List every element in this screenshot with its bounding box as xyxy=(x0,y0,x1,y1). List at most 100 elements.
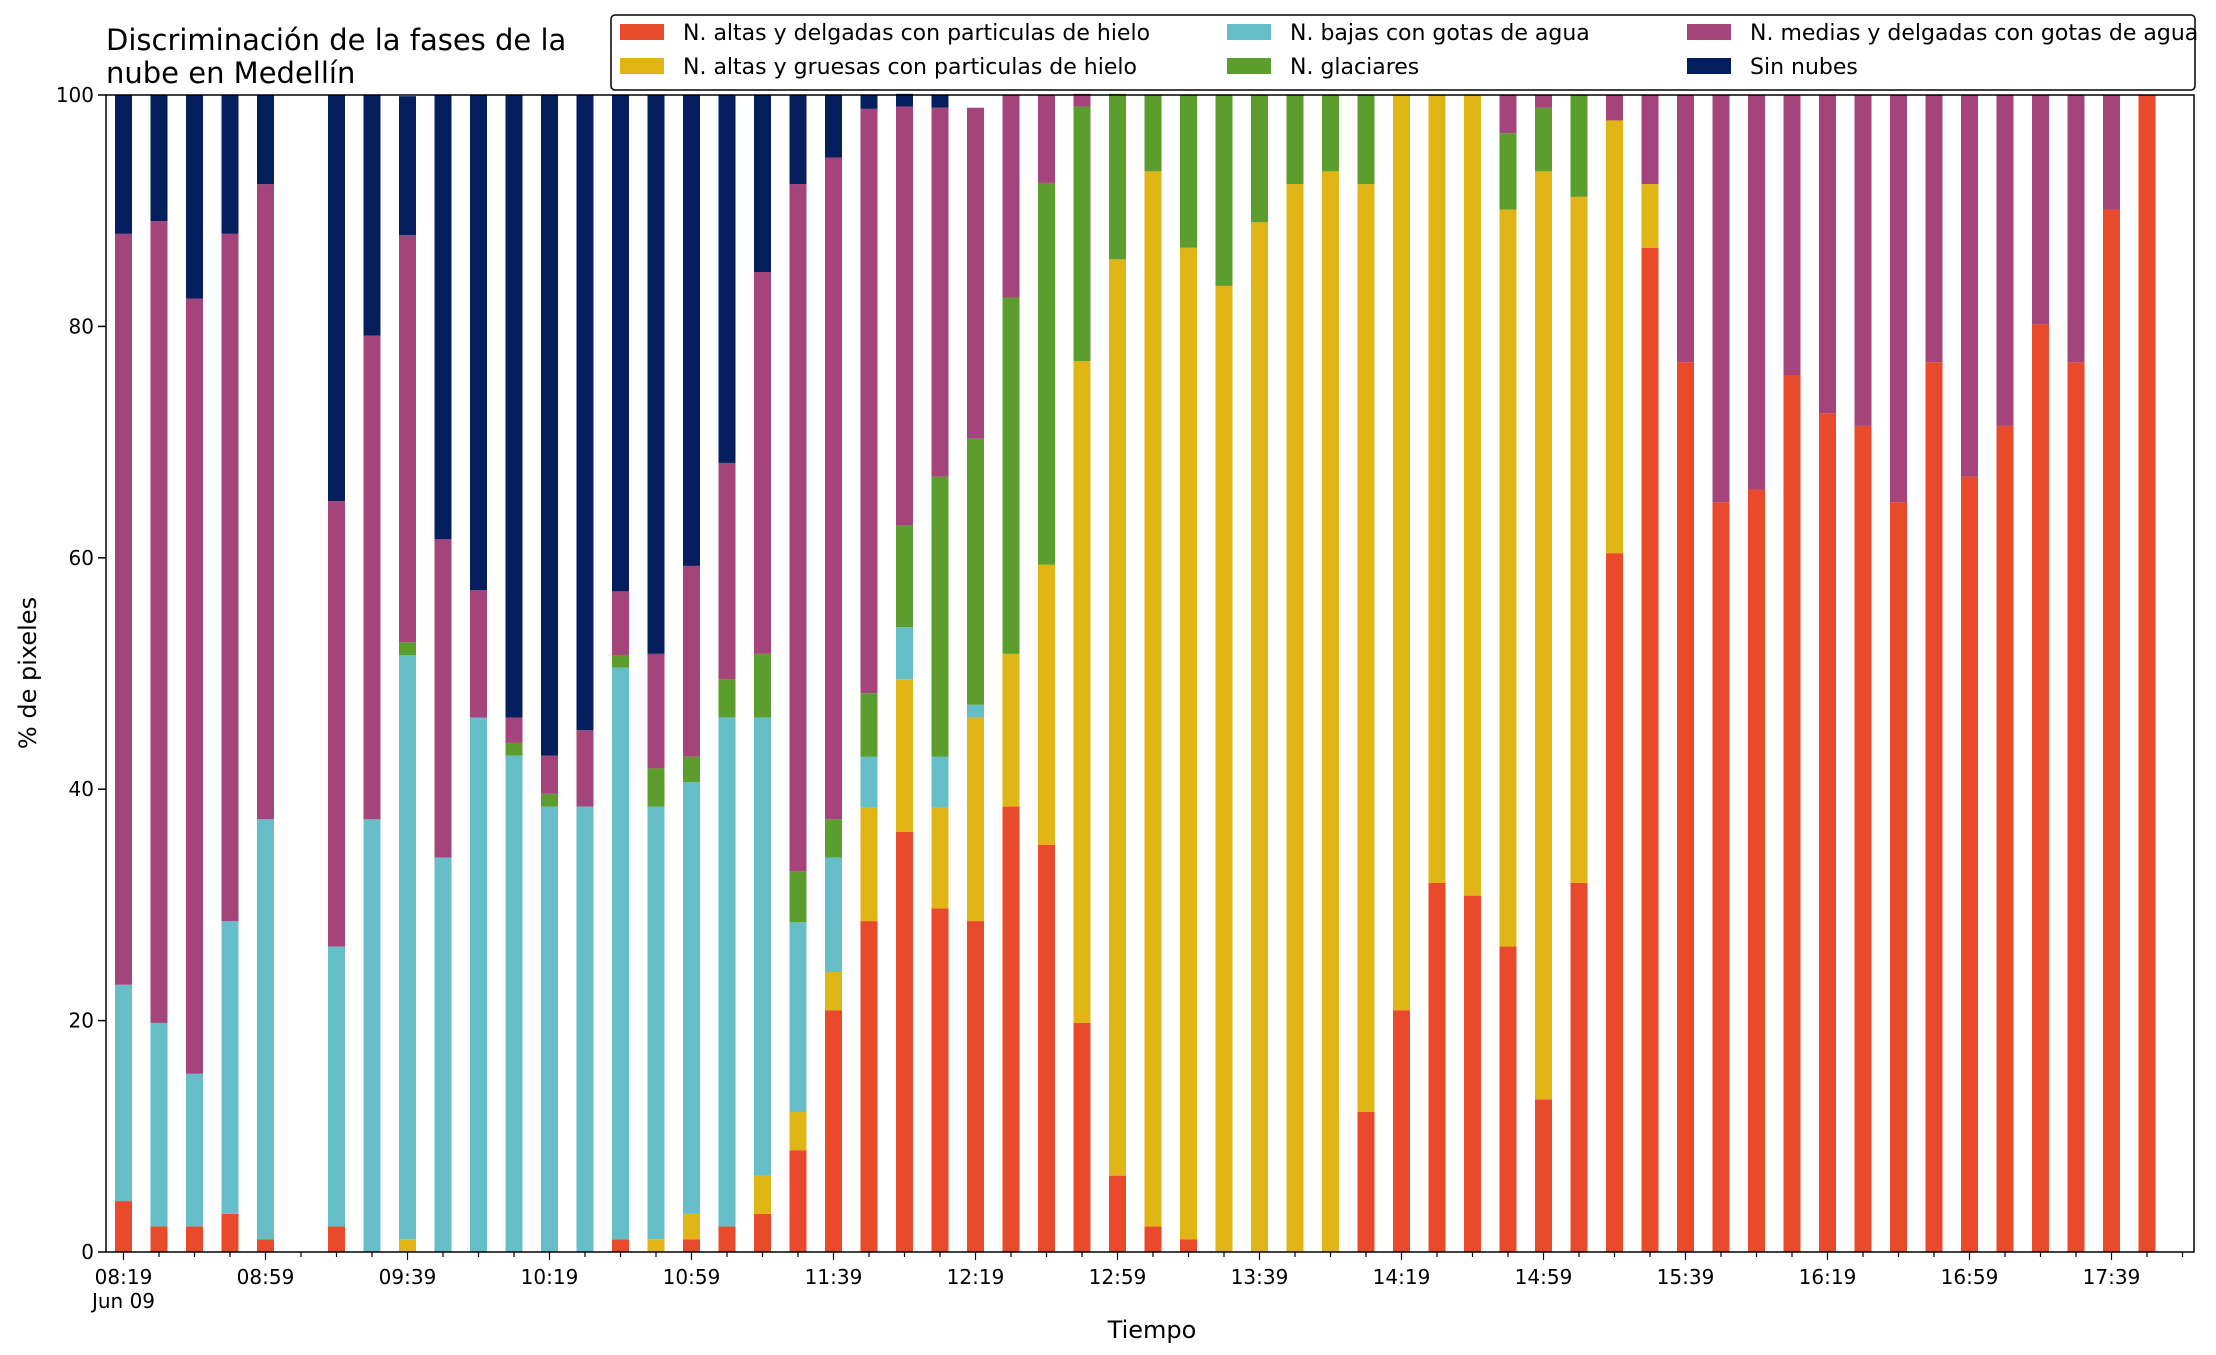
bar-segment-12:59-s0 xyxy=(1109,1175,1126,1252)
bar-segment-13:19-s1 xyxy=(1180,247,1197,1240)
bar-segment-14:59-s4 xyxy=(1535,95,1552,108)
bar-segment-12:39-s4 xyxy=(1038,95,1055,183)
bar-segment-08:39-s5 xyxy=(186,95,203,299)
bar-segment-10:49-s4 xyxy=(647,653,665,769)
bar-segment-09:39-s1 xyxy=(399,1239,416,1252)
bar-segment-08:19-s4 xyxy=(115,233,132,985)
bar-segment-11:29-s5 xyxy=(789,95,807,185)
bar-segment-08:49-s0 xyxy=(221,1213,239,1252)
x-tick-label: 09:39 xyxy=(379,1265,437,1289)
bar-segment-14:09-s1 xyxy=(1357,184,1375,1113)
bar-segment-11:49-s5 xyxy=(860,95,878,109)
y-axis: 0 20 40 60 80 100 xyxy=(56,83,106,1264)
bar-segment-11:39-s1 xyxy=(825,972,842,1011)
bar-segment-08:29-s4 xyxy=(150,221,168,1023)
bar-segment-08:19-s5 xyxy=(115,95,132,234)
bar-segment-16:19-s0 xyxy=(1819,413,1836,1252)
bar-segment-08:49-s2 xyxy=(221,921,239,1214)
bar-segment-11:09-s4 xyxy=(718,462,736,680)
bar-segment-11:59-s2 xyxy=(896,627,913,680)
bar-segment-17:39-s4 xyxy=(2103,95,2120,210)
bar-segment-15:29-s0 xyxy=(1641,247,1659,1253)
bar-segment-08:39-s4 xyxy=(186,298,203,1074)
bar-segment-14:39-s1 xyxy=(1464,95,1481,896)
bar-segment-12:29-s1 xyxy=(1002,653,1020,807)
bar-segment-14:29-s1 xyxy=(1428,95,1446,883)
bar-segment-08:29-s0 xyxy=(150,1226,168,1252)
bar-segment-13:39-s3 xyxy=(1251,95,1268,223)
bar-segment-17:09-s4 xyxy=(1996,95,2014,426)
bar-segment-17:19-s0 xyxy=(2032,324,2049,1253)
legend-swatch-s3 xyxy=(1227,58,1271,74)
plot-frame xyxy=(105,94,2195,1253)
bar-segment-15:39-s0 xyxy=(1677,362,1694,1252)
bar-segment-17:49-s0 xyxy=(2138,95,2156,1252)
bar-segment-11:09-s2 xyxy=(718,717,736,1227)
bar-segment-16:39-s0 xyxy=(1890,502,1907,1252)
chart-title-line-1: Discriminación de la fases de la xyxy=(106,23,566,57)
bar-segment-11:19-s0 xyxy=(754,1213,771,1252)
bar-segment-16:49-s4 xyxy=(1925,95,1943,363)
bar-segment-15:29-s1 xyxy=(1641,184,1659,248)
bar-segment-08:29-s5 xyxy=(150,95,168,222)
bar-segment-09:19-s4 xyxy=(328,501,345,947)
bar-segment-10:49-s1 xyxy=(647,1239,665,1252)
legend-swatch-s1 xyxy=(620,58,664,74)
legend-label-s2: N. bajas con gotas de agua xyxy=(1290,21,1590,46)
bar-segment-11:59-s0 xyxy=(896,832,913,1252)
bar-segment-11:29-s4 xyxy=(789,184,807,872)
bar-segment-11:49-s4 xyxy=(860,108,878,694)
bar-segment-11:29-s1 xyxy=(789,1112,807,1151)
bar-segment-15:59-s4 xyxy=(1748,95,1765,490)
bar-segment-10:19-s4 xyxy=(541,755,558,794)
bar-segment-13:49-s3 xyxy=(1286,95,1304,185)
bar-segment-10:39-s4 xyxy=(612,591,629,655)
x-tick-label: 16:19 xyxy=(1799,1265,1857,1289)
bar-segment-13:49-s1 xyxy=(1286,184,1304,1253)
bar-segment-12:49-s3 xyxy=(1073,106,1091,362)
bar-segment-08:59-s0 xyxy=(257,1239,274,1252)
bar-segment-15:19-s0 xyxy=(1606,553,1623,1252)
bar-segment-09:39-s3 xyxy=(399,642,416,655)
bar-segment-10:19-s5 xyxy=(541,95,558,756)
x-tick-label: 12:59 xyxy=(1089,1265,1147,1289)
y-tick-label: 40 xyxy=(69,777,94,801)
bar-segment-12:09-s0 xyxy=(931,908,949,1252)
bar-segment-08:49-s4 xyxy=(221,233,239,922)
bar-segment-12:39-s0 xyxy=(1038,844,1055,1252)
bar-segment-13:39-s1 xyxy=(1251,222,1268,1252)
legend-frame xyxy=(610,14,2196,91)
x-tick-label: 08:59 xyxy=(237,1265,295,1289)
bar-segment-15:49-s0 xyxy=(1712,502,1730,1252)
legend-label-s5: Sin nubes xyxy=(1750,55,1858,80)
bar-segment-10:59-s5 xyxy=(683,95,700,566)
x-tick-label: 14:19 xyxy=(1373,1265,1431,1289)
bar-segment-11:19-s4 xyxy=(754,272,771,654)
bar-segment-15:19-s4 xyxy=(1606,95,1623,121)
bar-segment-14:09-s0 xyxy=(1357,1112,1375,1252)
bar-segment-13:59-s3 xyxy=(1322,95,1339,172)
bar-segment-15:09-s1 xyxy=(1570,196,1588,883)
bar-segment-10:29-s2 xyxy=(576,806,594,1252)
bar-segment-09:59-s2 xyxy=(470,717,487,1252)
bar-segment-10:59-s3 xyxy=(683,756,700,783)
bar-segment-14:49-s1 xyxy=(1499,209,1517,947)
bar-segment-10:39-s3 xyxy=(612,654,629,668)
bar-segment-15:29-s4 xyxy=(1641,95,1659,185)
legend-label-s3: N. glaciares xyxy=(1290,55,1419,80)
x-tick-label: 13:39 xyxy=(1231,1265,1289,1289)
bar-segment-10:59-s0 xyxy=(683,1239,700,1252)
bar-segment-08:59-s5 xyxy=(257,95,274,185)
y-tick-label: 60 xyxy=(69,546,94,570)
x-tick-label: 10:59 xyxy=(663,1265,721,1289)
bar-segment-08:59-s2 xyxy=(257,819,274,1240)
bars-layer xyxy=(115,93,2156,1253)
bar-segment-17:29-s0 xyxy=(2067,362,2085,1252)
x-tick-label: 15:39 xyxy=(1657,1265,1715,1289)
x-tick-label: 11:39 xyxy=(805,1265,863,1289)
legend-swatch-s5 xyxy=(1687,58,1731,74)
bar-segment-11:49-s2 xyxy=(860,756,878,808)
bar-segment-12:29-s4 xyxy=(1002,95,1020,298)
bar-segment-12:49-s4 xyxy=(1073,93,1091,107)
bar-segment-12:19-s3 xyxy=(967,438,984,705)
